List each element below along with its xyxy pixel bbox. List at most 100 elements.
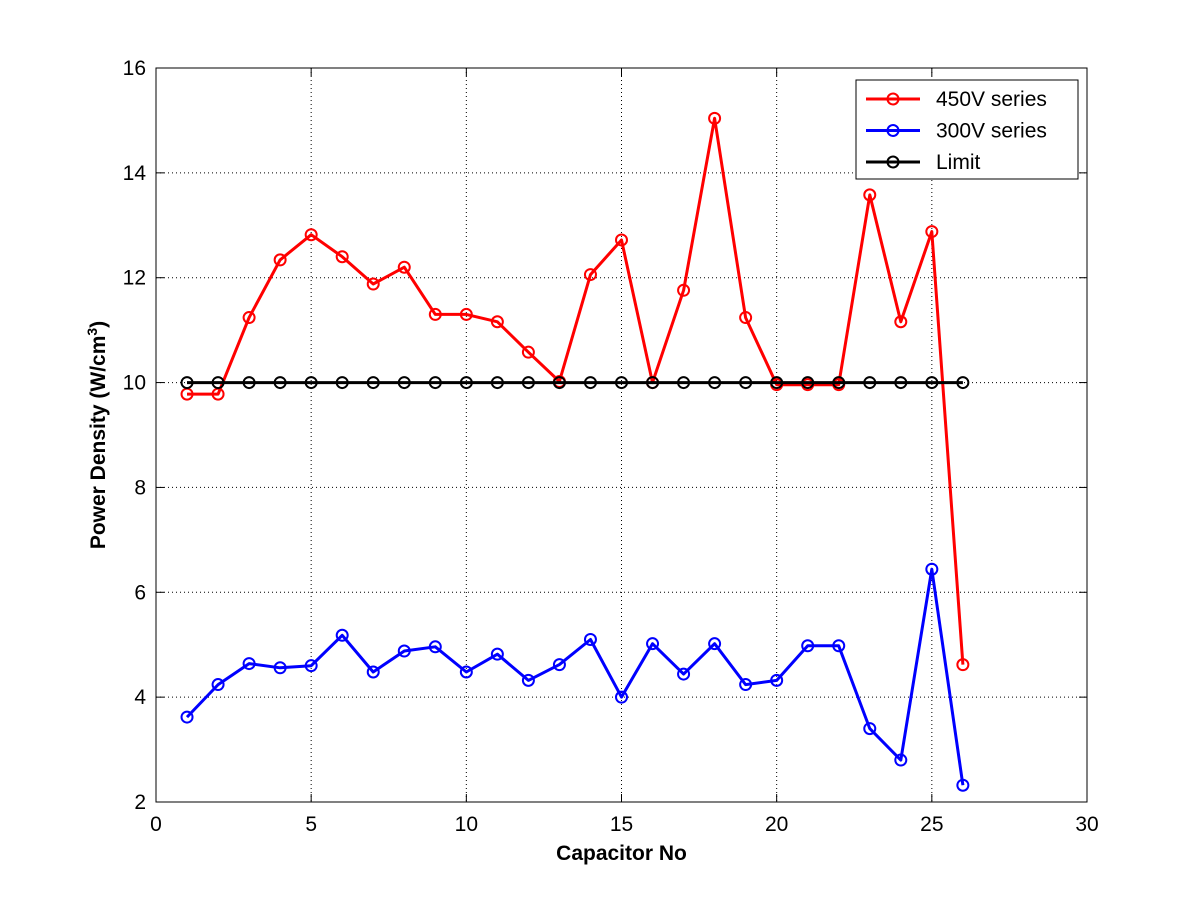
y-axis-title: Power Density (W/cm3): [84, 321, 110, 549]
data-point-300v-series: [273, 661, 287, 675]
data-point-450v-series: [583, 268, 597, 282]
data-series: [180, 111, 970, 792]
data-point-limit: [739, 376, 753, 390]
data-point-450v-series: [615, 233, 628, 247]
data-point-450v-series: [521, 345, 535, 359]
data-point-limit: [863, 376, 877, 390]
data-point-limit: [304, 376, 318, 390]
data-point-limit: [615, 376, 628, 390]
data-point-300v-series: [397, 644, 411, 658]
y-tick-label: 14: [123, 162, 147, 185]
data-point-limit: [397, 376, 411, 390]
data-point-limit: [490, 376, 504, 390]
data-point-300v-series: [801, 639, 815, 653]
data-point-limit: [552, 376, 566, 390]
data-point-limit: [677, 376, 691, 390]
legend-entry: 450V series: [866, 88, 1047, 111]
y-axis-title-main: Power Density (W/cm: [87, 336, 110, 550]
data-point-300v-series: [521, 673, 535, 687]
data-point-300v-series: [956, 778, 970, 792]
data-point-300v-series: [459, 665, 473, 679]
data-point-300v-series: [428, 640, 442, 654]
data-point-limit: [956, 376, 970, 390]
legend-entry: 300V series: [866, 120, 1047, 143]
data-point-300v-series: [335, 628, 349, 642]
data-point-limit: [925, 376, 939, 390]
legend: 450V series 300V series Limit: [855, 79, 1079, 180]
x-tick-label: 0: [150, 813, 162, 836]
legend-label: Limit: [936, 151, 981, 174]
data-point-limit: [770, 376, 784, 390]
data-point-450v-series: [708, 111, 722, 125]
data-point-450v-series: [428, 307, 442, 321]
data-point-450v-series: [925, 225, 939, 239]
data-point-limit: [459, 376, 473, 390]
y-tick-label: 2: [134, 791, 146, 814]
data-point-450v-series: [304, 228, 318, 242]
data-point-300v-series: [646, 637, 660, 651]
data-point-limit: [242, 376, 256, 390]
data-point-450v-series: [366, 277, 380, 291]
data-point-limit: [708, 376, 722, 390]
legend-label: 300V series: [936, 120, 1047, 143]
data-point-300v-series: [242, 657, 256, 671]
data-point-300v-series: [925, 562, 939, 576]
axis-ticks: 0 5 10 15 20 25 30 2 4 6 8 10 12 14 16: [123, 57, 1099, 836]
data-point-300v-series: [708, 637, 722, 651]
data-point-450v-series: [335, 250, 349, 264]
data-point-limit: [583, 376, 597, 390]
y-tick-label: 12: [123, 267, 146, 290]
data-point-450v-series: [894, 315, 908, 329]
x-tick-label: 15: [610, 813, 633, 836]
data-point-300v-series: [863, 722, 877, 736]
data-point-limit: [273, 376, 287, 390]
legend-entry: Limit: [866, 151, 981, 174]
series-300v-series: [180, 562, 970, 792]
legend-label: 450V series: [936, 88, 1047, 111]
data-point-300v-series: [677, 667, 691, 681]
data-point-450v-series: [459, 307, 473, 321]
data-point-300v-series: [739, 678, 753, 692]
data-point-300v-series: [894, 753, 908, 767]
y-tick-label: 6: [134, 581, 146, 604]
data-point-limit: [646, 376, 660, 390]
data-point-limit: [335, 376, 349, 390]
legend-marker-swatch: [886, 124, 900, 137]
x-tick-label: 25: [920, 813, 943, 836]
data-point-limit: [428, 376, 442, 390]
x-axis-title: Capacitor No: [556, 842, 687, 865]
data-point-300v-series: [304, 659, 318, 673]
y-tick-label: 8: [134, 476, 146, 499]
data-point-450v-series: [242, 311, 256, 325]
x-tick-label: 5: [305, 813, 317, 836]
data-point-450v-series: [863, 188, 877, 202]
x-tick-label: 30: [1075, 813, 1098, 836]
data-point-limit: [801, 376, 815, 390]
legend-marker-swatch: [886, 155, 900, 169]
data-point-limit: [180, 376, 194, 390]
data-point-300v-series: [615, 690, 628, 704]
x-tick-label: 20: [765, 813, 788, 836]
legend-marker-swatch: [886, 92, 900, 106]
data-point-450v-series: [956, 658, 970, 672]
data-point-300v-series: [583, 632, 597, 646]
y-tick-label: 4: [134, 686, 146, 709]
data-point-450v-series: [273, 253, 287, 267]
x-tick-label: 10: [455, 813, 478, 836]
data-point-300v-series: [832, 639, 846, 653]
data-point-450v-series: [739, 311, 753, 325]
y-axis-title-suffix: ): [87, 321, 110, 328]
data-point-300v-series: [180, 710, 194, 724]
series-limit: [180, 376, 970, 390]
y-axis-title-superscript: 3: [84, 328, 100, 336]
data-point-450v-series: [397, 260, 411, 274]
data-point-limit: [366, 376, 380, 390]
data-point-300v-series: [770, 673, 784, 687]
data-point-300v-series: [552, 658, 566, 672]
data-point-450v-series: [677, 283, 691, 297]
data-point-450v-series: [490, 315, 504, 329]
data-point-300v-series: [490, 647, 504, 661]
data-point-300v-series: [366, 665, 380, 679]
data-point-limit: [894, 376, 908, 390]
